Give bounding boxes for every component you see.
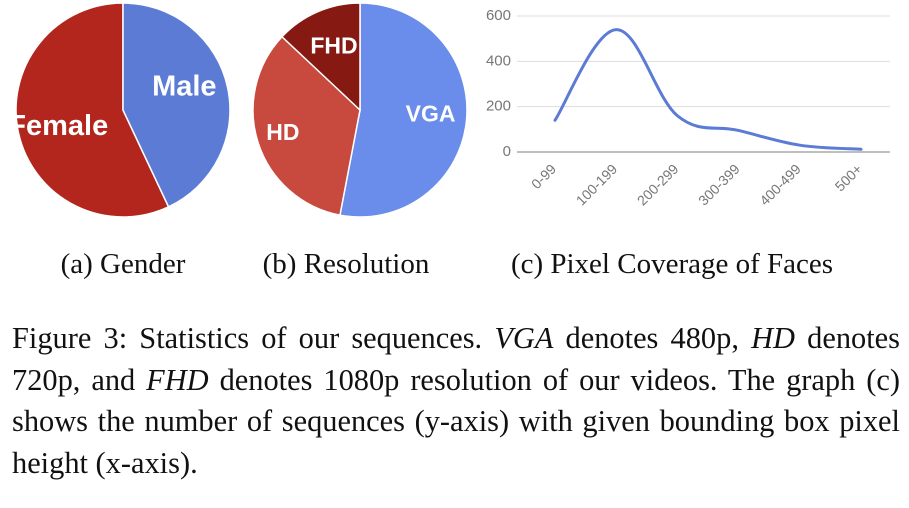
- resolution-subcaption: (b) Resolution: [263, 248, 430, 280]
- caption-vga-text: denotes 480p,: [553, 321, 752, 355]
- x-tick-500: 500+: [832, 161, 866, 195]
- y-tick-600: 600: [486, 7, 511, 24]
- pie-label-hd: HD: [266, 119, 299, 145]
- caption-hd-term: HD: [751, 321, 795, 355]
- line-chart-x-ticks: 0-99 100-199 200-299 300-399 400-499 500+: [528, 161, 865, 209]
- pie-label-female: Female: [8, 110, 108, 142]
- pixel-coverage-subcaption: (c) Pixel Coverage of Faces: [511, 248, 833, 280]
- pie-label-vga: VGA: [406, 101, 456, 127]
- pixel-coverage-line-chart: 0 200 400 600 0-99 100-199 200-299 300-399 400-…: [486, 7, 890, 208]
- y-tick-200: 200: [486, 98, 511, 115]
- x-tick-0-99: 0-99: [528, 161, 559, 192]
- x-tick-300-399: 300-399: [695, 161, 743, 209]
- line-chart-grid: [517, 15, 890, 153]
- y-tick-0: 0: [503, 143, 511, 160]
- gender-subcaption: (a) Gender: [61, 248, 186, 280]
- caption-fhd-text: denotes 1080p resolution of our videos. …: [12, 362, 900, 480]
- pie-label-male: Male: [152, 70, 216, 102]
- caption-prefix: Figure 3: Statistics of our sequences.: [12, 321, 495, 355]
- pie-label-fhd: FHD: [310, 32, 357, 58]
- resolution-pie-chart: VGA HD FHD: [252, 2, 468, 218]
- x-tick-100-199: 100-199: [573, 161, 621, 209]
- line-chart-y-ticks: 0 200 400 600: [486, 7, 511, 160]
- pie-slice-male: [122, 2, 231, 208]
- pie-slice-hd: [252, 35, 361, 216]
- pie-slice-vga: [339, 2, 468, 218]
- gender-pie-chart: Female Male: [8, 2, 231, 218]
- caption-fhd-term: FHD: [146, 362, 209, 397]
- caption-hd-text: denotes 720p, and: [12, 321, 900, 397]
- pie-slice-female: [15, 2, 170, 218]
- caption-vga-term: VGA: [494, 321, 554, 355]
- x-tick-400-499: 400-499: [756, 161, 804, 209]
- x-tick-200-299: 200-299: [634, 161, 682, 209]
- line-series: [553, 28, 863, 151]
- y-tick-400: 400: [486, 52, 511, 69]
- figure-caption: Figure 3: Statistics of our sequences. V…: [12, 318, 900, 484]
- pie-slice-fhd: [280, 2, 361, 112]
